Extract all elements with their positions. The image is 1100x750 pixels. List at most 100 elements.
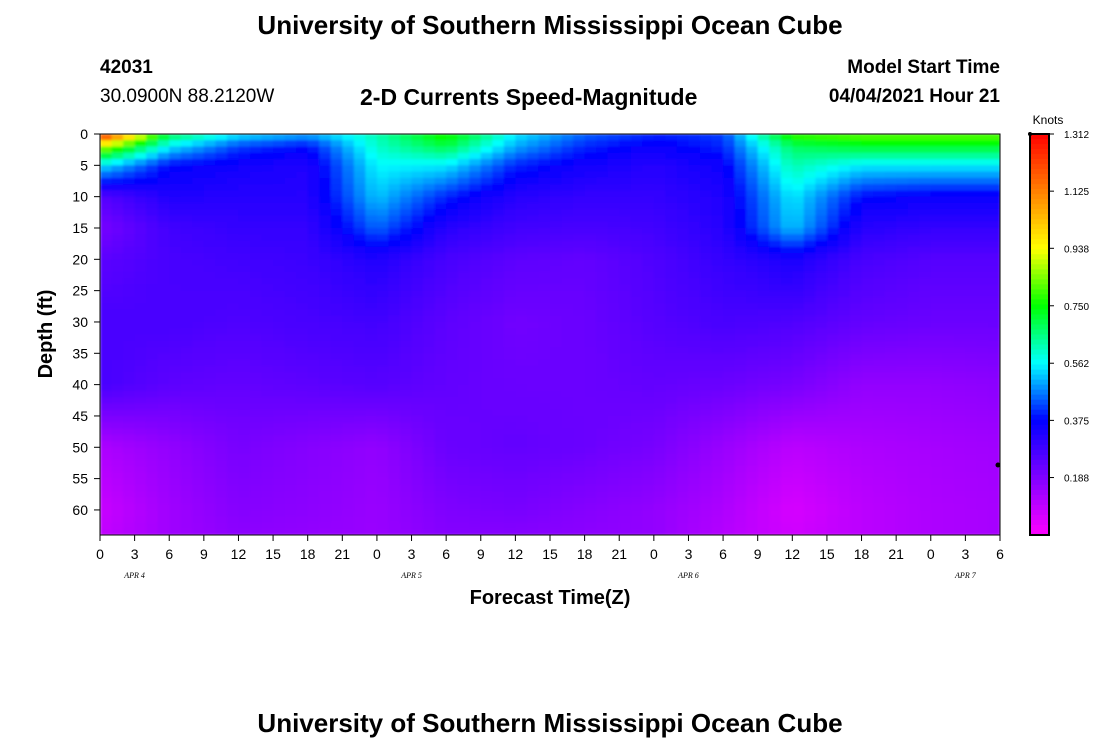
heatmap-cell xyxy=(815,472,828,480)
heatmap-cell xyxy=(238,390,251,398)
heatmap-cell xyxy=(688,146,701,154)
heatmap-cell xyxy=(203,202,216,210)
heatmap-cell xyxy=(342,265,355,273)
heatmap-cell xyxy=(388,246,401,254)
heatmap-cell xyxy=(469,165,482,173)
heatmap-cell xyxy=(411,328,424,336)
heatmap-cell xyxy=(226,497,240,505)
heatmap-cell xyxy=(538,196,551,204)
heatmap-cell xyxy=(365,165,378,173)
heatmap-cell xyxy=(526,522,540,530)
heatmap-cell xyxy=(584,522,597,530)
heatmap-cell xyxy=(665,390,678,398)
heatmap-cell xyxy=(250,466,263,473)
heatmap-cell xyxy=(469,215,482,223)
heatmap-cell xyxy=(284,491,297,499)
heatmap-cell xyxy=(330,397,343,405)
heatmap-cell xyxy=(930,221,943,229)
heatmap-cell xyxy=(446,177,459,185)
heatmap-cell xyxy=(111,472,124,480)
heatmap-cell xyxy=(930,509,943,517)
heatmap-cell xyxy=(976,340,990,348)
heatmap-cell xyxy=(711,209,724,217)
heatmap-cell xyxy=(873,441,886,448)
heatmap-cell xyxy=(988,340,1000,348)
heatmap-cell xyxy=(769,184,782,191)
heatmap-cell xyxy=(746,290,759,298)
heatmap-cell xyxy=(469,184,482,191)
heatmap-cell xyxy=(746,422,759,430)
heatmap-cell xyxy=(388,284,401,292)
heatmap-cell xyxy=(630,140,643,148)
heatmap-cell xyxy=(250,278,263,285)
heatmap-cell xyxy=(376,271,390,279)
heatmap-cell xyxy=(734,221,747,229)
heatmap-cell xyxy=(803,434,816,442)
heatmap-cell xyxy=(769,422,782,430)
heatmap-cell xyxy=(111,259,124,267)
heatmap-cell xyxy=(111,347,124,354)
heatmap-cell xyxy=(826,259,840,267)
heatmap-cell xyxy=(665,196,678,204)
heatmap-cell xyxy=(296,478,309,486)
heatmap-cell xyxy=(157,516,170,524)
heatmap-cell xyxy=(526,215,540,223)
heatmap-cell xyxy=(376,196,390,204)
heatmap-cell xyxy=(850,171,863,179)
heatmap-cell xyxy=(803,196,816,204)
heatmap-cell xyxy=(342,140,355,148)
heatmap-cell xyxy=(584,466,597,473)
heatmap-cell xyxy=(653,372,666,379)
heatmap-cell xyxy=(665,265,678,273)
heatmap-cell xyxy=(273,146,286,154)
heatmap-cell xyxy=(353,290,366,298)
heatmap-cell xyxy=(411,409,424,417)
heatmap-cell xyxy=(353,284,366,292)
heatmap-cell xyxy=(642,378,655,386)
heatmap-cell xyxy=(169,328,182,336)
heatmap-cell xyxy=(353,390,366,398)
heatmap-cell xyxy=(503,265,516,273)
heatmap-cell xyxy=(284,315,297,323)
heatmap-cell xyxy=(861,434,874,442)
heatmap-cell xyxy=(976,347,990,354)
heatmap-cell xyxy=(942,459,955,467)
heatmap-cell xyxy=(180,246,193,254)
heatmap-cell xyxy=(757,509,770,517)
heatmap-cell xyxy=(642,353,655,361)
heatmap-cell xyxy=(319,441,332,448)
heatmap-cell xyxy=(688,246,701,254)
heatmap-cell xyxy=(596,459,609,467)
heatmap-cell xyxy=(676,441,690,448)
heatmap-cell xyxy=(400,221,413,229)
heatmap-cell xyxy=(838,422,851,430)
heatmap-cell xyxy=(953,165,966,173)
heatmap-cell xyxy=(353,328,366,336)
heatmap-cell xyxy=(850,415,863,423)
heatmap-cell xyxy=(757,478,770,486)
heatmap-cell xyxy=(469,353,482,361)
heatmap-cell xyxy=(203,196,216,204)
heatmap-cell xyxy=(538,409,551,417)
heatmap-cell xyxy=(769,159,782,166)
heatmap-cell xyxy=(596,422,609,430)
heatmap-cell xyxy=(307,478,320,486)
heatmap-cell xyxy=(861,240,874,248)
heatmap-cell xyxy=(757,434,770,442)
heatmap-cell xyxy=(803,159,816,166)
heatmap-cell xyxy=(330,353,343,361)
heatmap-cell xyxy=(376,484,390,492)
heatmap-cell xyxy=(503,472,516,480)
heatmap-cell xyxy=(100,227,113,235)
heatmap-cell xyxy=(792,240,805,248)
heatmap-cell xyxy=(873,503,886,511)
heatmap-cell xyxy=(215,296,228,304)
heatmap-cell xyxy=(180,409,193,417)
heatmap-cell xyxy=(723,165,736,173)
heatmap-cell xyxy=(111,484,124,492)
heatmap-cell xyxy=(815,171,828,179)
heatmap-cell xyxy=(665,271,678,279)
heatmap-cell xyxy=(630,390,643,398)
heatmap-cell xyxy=(538,253,551,260)
heatmap-cell xyxy=(757,246,770,254)
